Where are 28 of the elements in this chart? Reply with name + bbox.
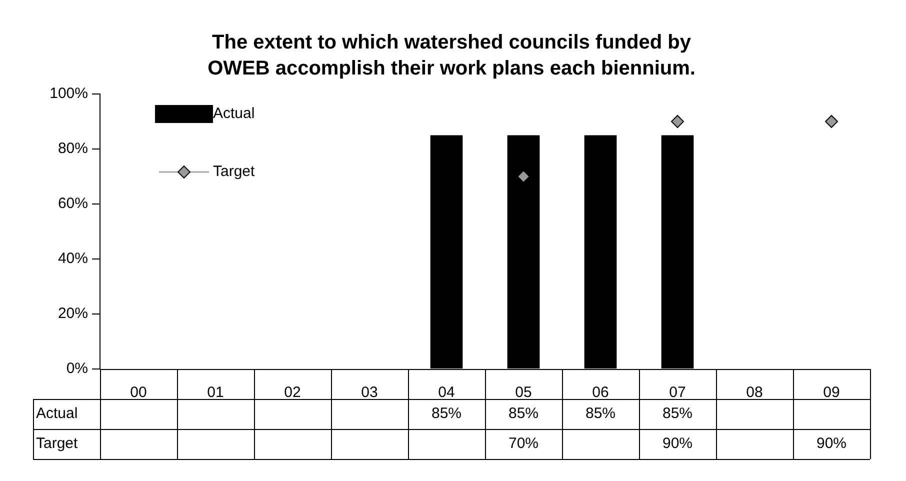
chart-title: The extent to which watershed councils funded by OWEB accomplish their work plans each biennium. xyxy=(208,32,696,80)
data-label: 85% xyxy=(508,405,539,422)
x-tick-label: 01 xyxy=(207,384,224,402)
data-label: 85% xyxy=(431,405,462,422)
x-tick-label: 00 xyxy=(130,384,147,402)
text: Actual xyxy=(36,405,78,422)
x-tick-label: 06 xyxy=(592,384,609,402)
data-label: 90% xyxy=(816,435,847,452)
x-tick-label: 02 xyxy=(284,384,301,402)
x-tick-label: 09 xyxy=(823,384,840,402)
x-tick-label: 03 xyxy=(361,384,378,402)
data-label: 90% xyxy=(662,435,693,452)
x-tick-label: 05 xyxy=(515,384,532,402)
x-tick-label: 04 xyxy=(438,384,455,402)
y-tick-label: 20% xyxy=(58,305,88,322)
y-tick-label: 0% xyxy=(66,360,88,378)
y-tick-label: 80% xyxy=(58,140,88,158)
y-tick-label: 100% xyxy=(50,85,88,102)
y-tick-label: 60% xyxy=(58,195,88,212)
text: Target xyxy=(36,435,78,452)
data-label: 85% xyxy=(585,405,616,422)
x-tick-label: 07 xyxy=(669,384,686,402)
data-label: 70% xyxy=(508,435,539,452)
legend-label: Actual xyxy=(213,105,255,122)
y-tick-label: 40% xyxy=(58,250,88,268)
x-tick-label: 08 xyxy=(746,384,763,402)
data-label: 85% xyxy=(662,405,693,422)
legend-label: Target xyxy=(213,163,256,180)
